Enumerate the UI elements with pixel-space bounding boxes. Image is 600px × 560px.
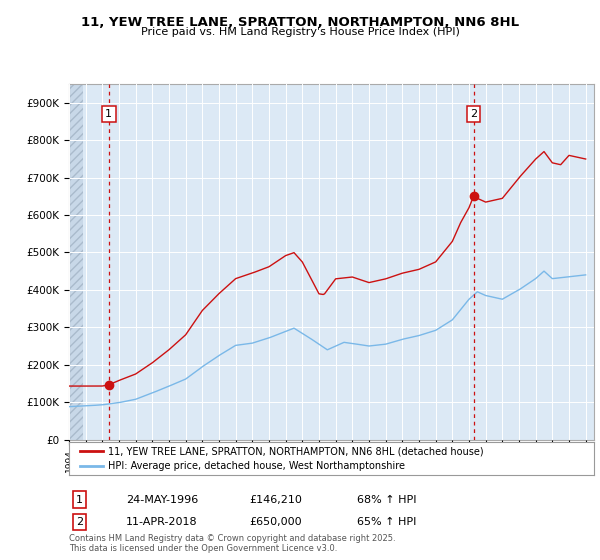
Text: £650,000: £650,000 [249, 517, 302, 527]
Bar [69, 84, 83, 440]
Text: £146,210: £146,210 [249, 494, 302, 505]
Text: 11, YEW TREE LANE, SPRATTON, NORTHAMPTON, NN6 8HL (detached house): 11, YEW TREE LANE, SPRATTON, NORTHAMPTON… [109, 446, 484, 456]
Text: 1: 1 [105, 109, 112, 119]
Text: 11-APR-2018: 11-APR-2018 [126, 517, 197, 527]
Text: 24-MAY-1996: 24-MAY-1996 [126, 494, 198, 505]
Text: 11, YEW TREE LANE, SPRATTON, NORTHAMPTON, NN6 8HL: 11, YEW TREE LANE, SPRATTON, NORTHAMPTON… [81, 16, 519, 29]
Text: Price paid vs. HM Land Registry's House Price Index (HPI): Price paid vs. HM Land Registry's House … [140, 27, 460, 37]
Text: 2: 2 [76, 517, 83, 527]
Text: HPI: Average price, detached house, West Northamptonshire: HPI: Average price, detached house, West… [109, 461, 406, 471]
Text: 68% ↑ HPI: 68% ↑ HPI [357, 494, 416, 505]
Text: Contains HM Land Registry data © Crown copyright and database right 2025.
This d: Contains HM Land Registry data © Crown c… [69, 534, 395, 553]
Text: 2: 2 [470, 109, 477, 119]
Text: 1: 1 [76, 494, 83, 505]
Text: 65% ↑ HPI: 65% ↑ HPI [357, 517, 416, 527]
